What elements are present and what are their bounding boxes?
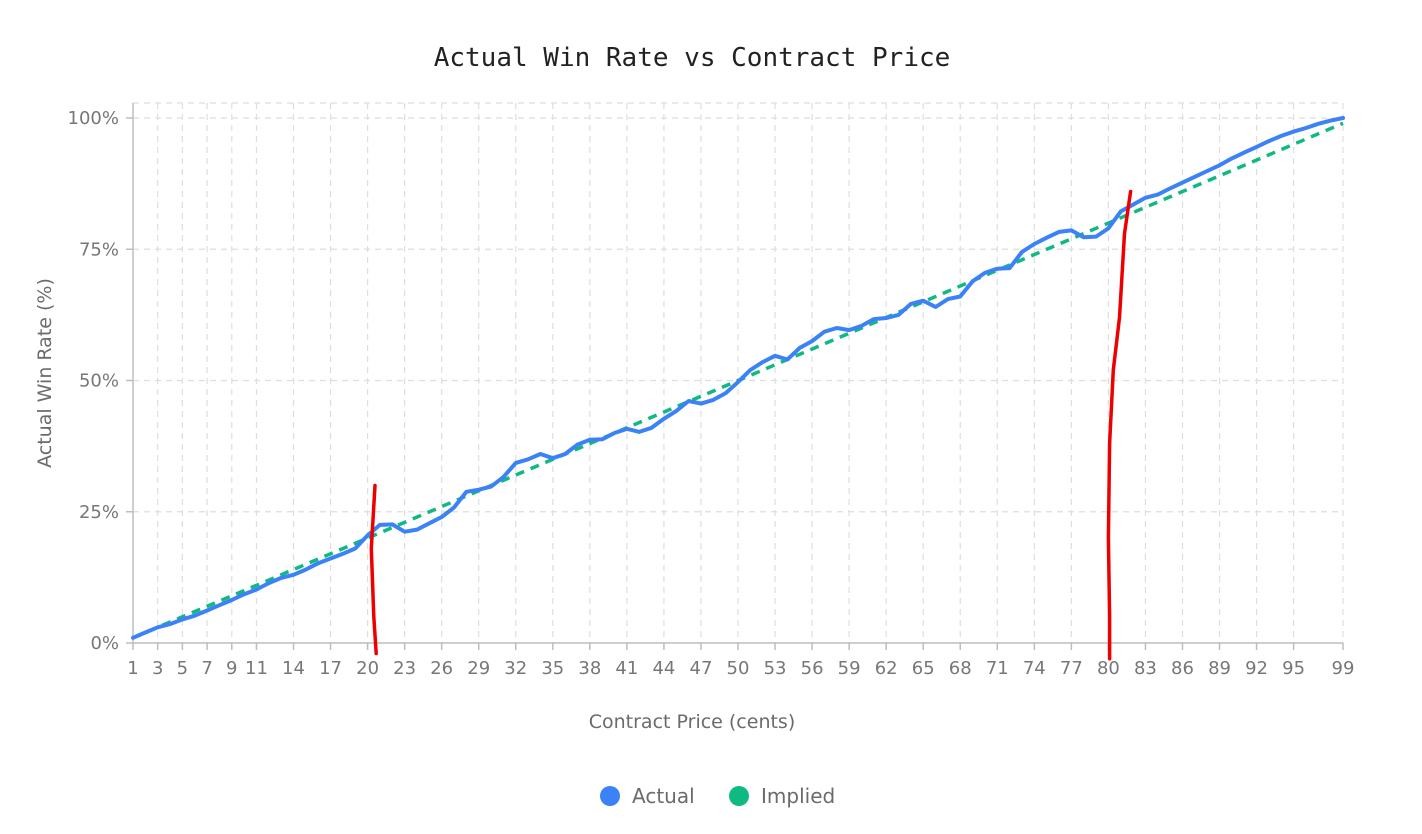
x-tick-label: 32	[504, 658, 527, 679]
y-axis-label: Actual Win Rate (%)	[34, 278, 56, 468]
x-tick-label: 35	[541, 658, 564, 679]
red-annotation-stroke-1	[369, 483, 378, 656]
annotations	[369, 189, 1133, 661]
x-axis-label: Contract Price (cents)	[589, 711, 796, 733]
legend-swatch-actual	[600, 786, 620, 806]
x-tick-label: 77	[1060, 658, 1083, 679]
x-tick-label: 95	[1282, 658, 1305, 679]
series-actual-line	[131, 116, 1345, 640]
x-tick-label: 7	[201, 658, 212, 679]
x-tick-label: 62	[875, 658, 898, 679]
x-tick-label: 56	[801, 658, 824, 679]
x-tick-label: 41	[615, 658, 638, 679]
y-axis-ticks: 0% 25% 50% 75% 100%	[68, 108, 133, 654]
x-tick-label: 80	[1097, 658, 1120, 679]
x-tick-label: 23	[393, 658, 416, 679]
x-tick-label: 1	[127, 658, 138, 679]
x-axis-ticks: 1 3 5 7 9 11 14 17 20 23 26 29 32 35 38 41 44 47 50 53 56 59 6…	[127, 643, 1354, 679]
legend-label-implied: Implied	[761, 784, 835, 808]
legend-label-actual: Actual	[632, 784, 695, 808]
x-tick-label: 59	[838, 658, 861, 679]
x-tick-label: 3	[152, 658, 163, 679]
x-tick-label: 53	[764, 658, 787, 679]
red-annotation-stroke-2	[1106, 189, 1133, 661]
y-tick-label: 0%	[90, 633, 119, 654]
legend-swatch-implied	[729, 786, 749, 806]
x-tick-label: 14	[282, 658, 305, 679]
x-tick-label: 20	[356, 658, 379, 679]
x-tick-label: 89	[1208, 658, 1231, 679]
x-tick-label: 74	[1023, 658, 1046, 679]
y-tick-label: 75%	[79, 239, 119, 260]
x-tick-label: 50	[727, 658, 750, 679]
y-tick-label: 50%	[79, 371, 119, 392]
x-tick-label: 11	[245, 658, 268, 679]
chart-title: Actual Win Rate vs Contract Price	[434, 43, 951, 73]
x-tick-label: 68	[949, 658, 972, 679]
series	[131, 116, 1345, 640]
y-tick-label: 25%	[79, 502, 119, 523]
legend: Actual Implied	[600, 784, 835, 808]
x-tick-label: 71	[986, 658, 1009, 679]
x-tick-label: 83	[1134, 658, 1157, 679]
x-tick-label: 44	[652, 658, 675, 679]
x-tick-label: 92	[1245, 658, 1268, 679]
x-tick-label: 99	[1332, 658, 1355, 679]
x-tick-label: 5	[177, 658, 188, 679]
y-tick-label: 100%	[68, 108, 119, 129]
x-tick-label: 26	[430, 658, 453, 679]
x-tick-label: 17	[319, 658, 342, 679]
x-tick-label: 65	[912, 658, 935, 679]
x-tick-label: 86	[1171, 658, 1194, 679]
x-tick-label: 47	[690, 658, 713, 679]
x-tick-label: 29	[467, 658, 490, 679]
x-tick-label: 38	[578, 658, 601, 679]
x-tick-label: 9	[226, 658, 237, 679]
